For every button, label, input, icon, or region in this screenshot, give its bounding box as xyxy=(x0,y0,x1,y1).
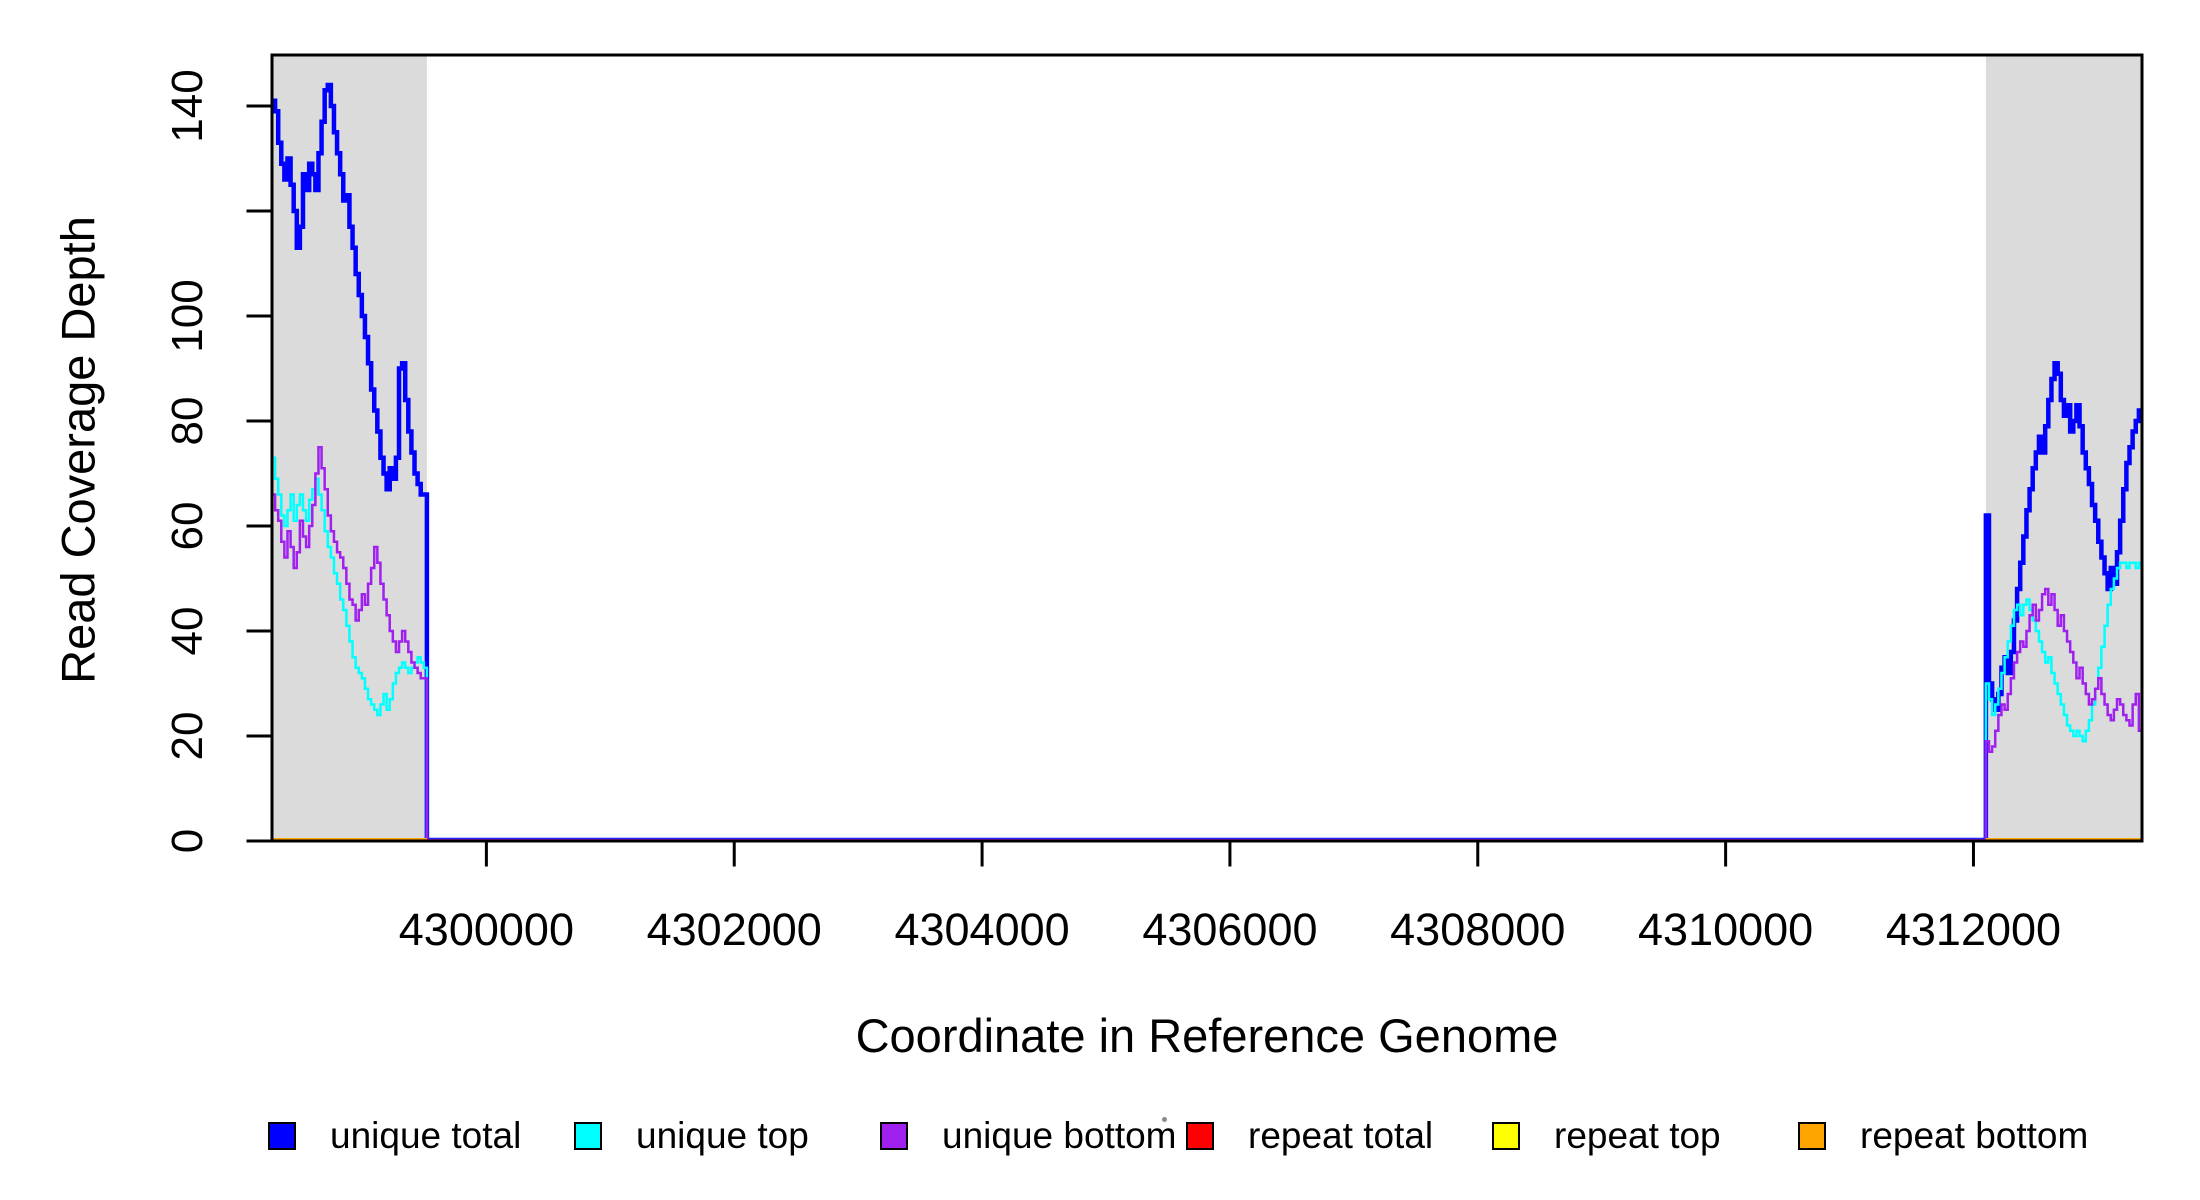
x-tick-label: 4306000 xyxy=(1142,904,1317,955)
legend-label: unique top xyxy=(636,1115,809,1156)
x-tick-label: 4304000 xyxy=(894,904,1069,955)
legend-label: unique total xyxy=(330,1115,522,1156)
legend-swatch-repeat-top-icon xyxy=(1492,1122,1520,1150)
legend-entry-repeat-total: repeat total xyxy=(1186,1112,1433,1160)
x-tick-label: 4310000 xyxy=(1638,904,1813,955)
y-tick-label: 60 xyxy=(163,502,212,551)
legend-swatch-unique-total-icon xyxy=(268,1122,296,1150)
legend-swatch-repeat-total-icon xyxy=(1186,1122,1214,1150)
y-tick-label: 20 xyxy=(163,712,212,761)
legend-entry-unique-top: unique top xyxy=(574,1112,809,1160)
legend-entry-repeat-bottom: repeat bottom xyxy=(1798,1112,2088,1160)
y-axis-title: Read Coverage Depth xyxy=(51,216,105,684)
legend-entry-unique-bottom: unique bottom xyxy=(880,1112,1177,1160)
x-axis-title: Coordinate in Reference Genome xyxy=(855,1009,1559,1062)
repeat-region-left xyxy=(272,55,427,841)
repeat-region-right xyxy=(1985,55,2142,841)
plot-border xyxy=(270,53,2144,843)
x-tick-label: 4300000 xyxy=(399,904,574,955)
y-tick-label: 40 xyxy=(163,607,212,656)
series-unique-bottom xyxy=(272,446,2142,842)
legend-label: repeat top xyxy=(1554,1115,1721,1156)
x-tick-label: 4308000 xyxy=(1390,904,1565,955)
y-tick-label: 100 xyxy=(163,279,212,352)
legend-label: unique bottom xyxy=(942,1115,1177,1156)
legend-label: repeat total xyxy=(1248,1115,1434,1156)
y-tick-label: 80 xyxy=(163,397,212,446)
legend-swatch-unique-bottom-icon xyxy=(880,1122,908,1150)
legend-entry-repeat-top: repeat top xyxy=(1492,1112,1721,1160)
y-tick-label: 140 xyxy=(163,69,212,142)
series-unique-top xyxy=(272,456,2142,842)
y-tick-label: 0 xyxy=(163,829,212,853)
legend-swatch-unique-top-icon xyxy=(574,1122,602,1150)
plot-artifact-dot xyxy=(1162,1117,1167,1122)
series-unique-total xyxy=(272,82,2142,843)
x-tick-label: 4302000 xyxy=(647,904,822,955)
legend-swatch-repeat-bottom-icon xyxy=(1798,1122,1826,1150)
legend-entry-unique-total: unique total xyxy=(268,1112,521,1160)
legend-label: repeat bottom xyxy=(1860,1115,2089,1156)
x-tick-label: 4312000 xyxy=(1886,904,2061,955)
